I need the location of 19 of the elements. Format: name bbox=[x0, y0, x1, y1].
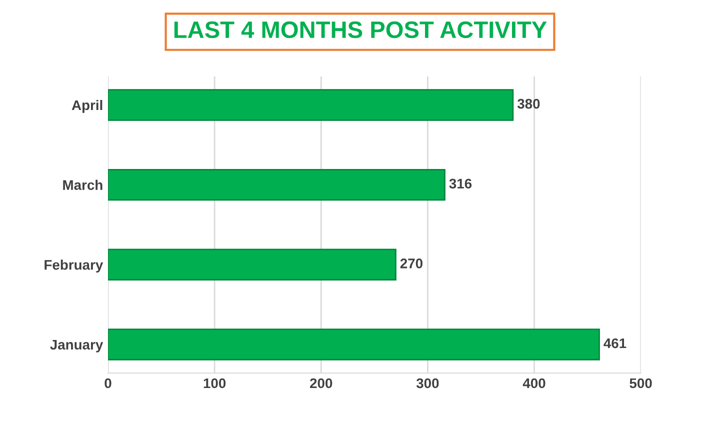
data-label: 461 bbox=[604, 338, 626, 348]
bar bbox=[108, 248, 396, 280]
bar bbox=[108, 328, 600, 360]
x-tick-label: 200 bbox=[310, 378, 332, 388]
y-tick-label: January bbox=[50, 340, 104, 352]
y-tick-label: March bbox=[63, 180, 102, 190]
bar bbox=[108, 168, 446, 201]
x-tick-label: 300 bbox=[416, 378, 439, 388]
x-tick-label: 400 bbox=[522, 378, 546, 388]
y-tick-label: February bbox=[44, 260, 104, 273]
y-tick-label: April bbox=[72, 100, 102, 113]
bar bbox=[108, 89, 514, 121]
data-label: 380 bbox=[517, 98, 540, 109]
x-tick-label: 0 bbox=[104, 378, 112, 388]
x-tick-label: 500 bbox=[630, 378, 652, 388]
data-label: 270 bbox=[400, 258, 422, 268]
x-tick-label: 100 bbox=[204, 378, 226, 388]
data-label: 316 bbox=[449, 178, 472, 189]
chart-title: LAST 4 MONTHS POST ACTIVITY bbox=[174, 21, 547, 38]
